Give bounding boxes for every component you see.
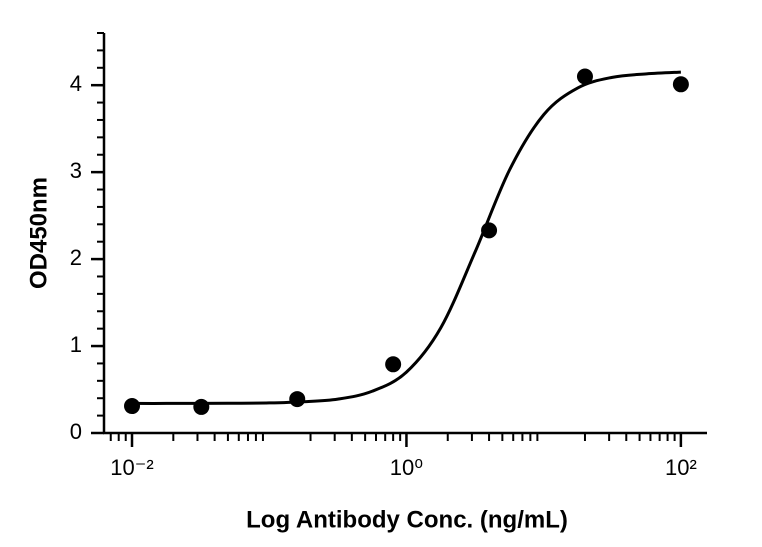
y-tick-label: 0 [70,419,82,444]
data-point [289,391,306,408]
data-point [193,398,210,415]
y-tick-label: 4 [70,71,82,96]
data-point [124,398,141,415]
data-point [481,222,498,239]
y-tick-label: 3 [70,158,82,183]
x-tick-label: 10⁻² [110,455,153,480]
data-point [385,356,402,373]
x-tick-label: 10² [665,455,697,480]
y-tick-label: 2 [70,245,82,270]
fit-curve [132,70,681,405]
y-tick-label: 1 [70,332,82,357]
data-point [672,76,689,93]
x-tick-label: 10⁰ [390,455,423,480]
y-axis-title: OD450nm [25,177,52,289]
x-axis-title: Log Antibody Conc. (ng/mL) [246,506,568,533]
data-point [576,68,593,85]
